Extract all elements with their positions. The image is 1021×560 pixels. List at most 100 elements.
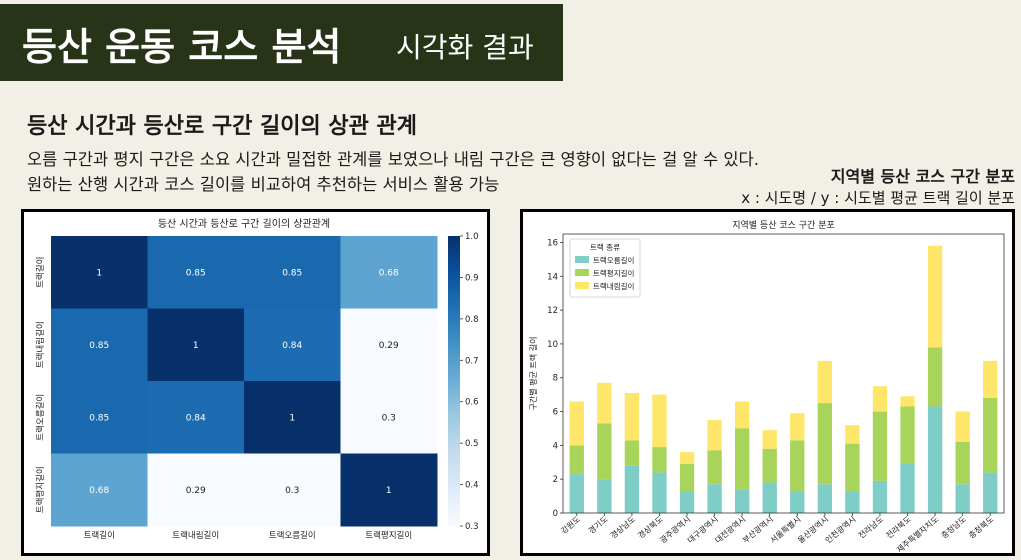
heatmap-cell (340, 308, 438, 382)
heatmap-column-label: 트랙평지길이 (365, 530, 412, 541)
heatmap-cell (147, 381, 245, 454)
bar-segment (845, 443, 860, 492)
heatmap-cell-value: 0.85 (89, 341, 109, 351)
heatmap-cell-value: 1 (96, 268, 102, 278)
heatmap-cell-value: 0.84 (282, 341, 302, 351)
heatmap-cell-value: 0.29 (379, 341, 399, 351)
x-tick-label: 전라남도 (856, 514, 885, 541)
bar-segment (955, 484, 970, 513)
y-tick-label: 2 (553, 475, 558, 485)
bar-segment (679, 452, 695, 464)
bar-segment (624, 440, 640, 466)
y-tick-label: 0 (553, 509, 558, 519)
heatmap-cell (244, 453, 341, 527)
bar-segment (900, 463, 915, 513)
colorbar-tick-label: 0.8 (465, 315, 479, 325)
heatmap-cell (51, 236, 148, 309)
x-tick-label: 충청남도 (940, 515, 968, 541)
heatmap-cell-value: 0.84 (186, 413, 206, 423)
heatmap-title: 등산 시간과 등산로 구간 길이의 상관관계 (158, 217, 330, 230)
heatmap-cell (147, 236, 245, 309)
bar-segment (955, 411, 970, 442)
bar-segment (597, 382, 612, 424)
bar-segment (983, 472, 998, 513)
heatmap-cell (340, 453, 438, 527)
heatmap-cell-value: 1 (289, 413, 295, 423)
bar-segment (597, 423, 612, 480)
page-subtitle: 시각화 결과 (396, 31, 534, 64)
bar-segment (762, 448, 777, 483)
legend-swatch (575, 269, 589, 276)
bar-segment (983, 360, 998, 399)
x-tick-label: 충청북도 (967, 515, 995, 541)
colorbar-tick-label: 0.6 (465, 398, 479, 408)
heatmap-cell (244, 236, 341, 309)
y-tick-label: 6 (553, 408, 558, 418)
colorbar-tick-label: 0.7 (465, 356, 479, 366)
bar-segment (679, 491, 695, 513)
bar-segment (790, 413, 805, 441)
bar-segment (569, 445, 584, 475)
heatmap-cell (51, 381, 148, 454)
bar-segment (927, 406, 943, 513)
bar-segment (652, 472, 667, 513)
heatmap-cell (340, 236, 438, 309)
bar-segment (927, 245, 943, 348)
colorbar-tick-label: 0.9 (465, 273, 479, 283)
colorbar-tick-label: 0.3 (465, 522, 479, 532)
y-axis-label: 구간별 평균 트랙 길이 (528, 337, 538, 411)
heatmap-row-label: 트랙오름길이 (35, 394, 46, 441)
bar-segment (652, 447, 667, 473)
legend-swatch (575, 256, 589, 263)
heatmap-column-label: 트랙내림길이 (172, 530, 219, 541)
heatmap-cell (244, 308, 341, 382)
colorbar (448, 236, 460, 526)
bar-segment (872, 480, 888, 513)
legend-label: 트랙내림길이 (593, 281, 634, 291)
bar-segment (817, 484, 833, 513)
bar-segment (790, 491, 805, 513)
bar-segment (845, 425, 860, 444)
bar-segment (845, 491, 860, 513)
heatmap-cell-value: 0.3 (285, 486, 299, 496)
bar-segment (597, 479, 612, 513)
section-description-line-2: 원하는 산행 시간과 코스 길이를 비교하여 추천하는 서비스 활용 가능 (27, 175, 500, 194)
legend-swatch (575, 282, 589, 289)
bar-segment (927, 347, 943, 407)
bar-segment (624, 465, 640, 513)
bar-segment (734, 401, 750, 429)
heatmap-row-label: 트랙길이 (35, 257, 46, 288)
bar-segment (872, 411, 888, 481)
heatmap-cell-value: 0.68 (89, 486, 109, 496)
bar-segment (983, 398, 998, 473)
bar-segment (762, 430, 777, 449)
section-description-line-1: 오름 구간과 평지 구간은 소요 시간과 밀접한 관계를 보였으나 내림 구간은… (27, 150, 759, 169)
heatmap-cell (51, 308, 148, 382)
bar-chart-title: 지역별 등산 코스 구간 분포 (732, 220, 835, 231)
heatmap-cell (147, 453, 245, 527)
bar-segment (762, 482, 777, 513)
legend-label: 트랙오름길이 (593, 255, 634, 265)
page-title: 등산 운동 코스 분석 (22, 25, 342, 69)
right-chart-caption: 지역별 등산 코스 구간 분포 (830, 167, 1015, 186)
bar-segment (707, 484, 722, 513)
y-tick-label: 10 (547, 340, 558, 350)
heatmap-row-label: 트랙내림길이 (35, 321, 46, 368)
colorbar-tick-label: 1.0 (465, 232, 479, 242)
heatmap-cell-value: 0.29 (186, 486, 206, 496)
right-chart-axis-note: x : 시도명 / y : 시도별 평균 트랙 길이 분포 (741, 189, 1015, 207)
heatmap-cell (51, 453, 148, 527)
x-tick-label: 강원도 (559, 514, 582, 536)
x-tick-label: 경상남도 (608, 514, 637, 541)
bar-segment (900, 406, 915, 464)
bar-segment (679, 463, 695, 492)
x-tick-label: 인천광역시 (823, 514, 858, 545)
bar-segment (569, 474, 584, 513)
bar-segment (872, 386, 888, 412)
heatmap-cell (147, 308, 245, 382)
heatmap-column-label: 트랙길이 (84, 530, 115, 541)
legend-label: 트랙평지길이 (593, 268, 634, 278)
y-tick-label: 12 (547, 306, 558, 316)
colorbar-tick-label: 0.5 (465, 439, 479, 449)
bar-chart-panel: 지역별 등산 코스 구간 분포 강원도 경기도 경상남도 경상북도 광주광역시 대구광역시 대… (520, 209, 1015, 556)
